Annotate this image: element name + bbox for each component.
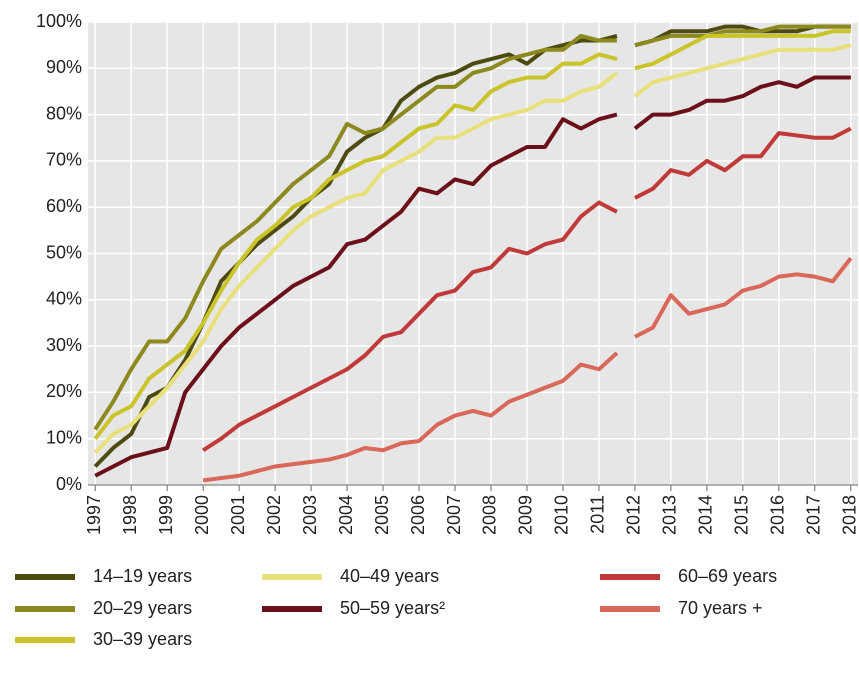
y-tick-label: 90% — [46, 57, 82, 77]
legend-label: 20–29 years — [93, 598, 192, 618]
x-tick-label: 2010 — [552, 495, 572, 535]
x-tick-label: 2007 — [444, 495, 464, 535]
x-tick-label: 2005 — [372, 495, 392, 535]
x-tick-label: 2012 — [624, 495, 644, 535]
legend-label: 50–59 years² — [340, 598, 445, 618]
y-tick-label: 80% — [46, 103, 82, 123]
y-tick-label: 100% — [36, 11, 82, 31]
x-tick-label: 2014 — [696, 495, 716, 535]
y-tick-label: 20% — [46, 381, 82, 401]
x-tick-label: 2018 — [840, 495, 859, 535]
x-tick-label: 2015 — [732, 495, 752, 535]
series-line — [93, 24, 851, 431]
legend-label: 14–19 years — [93, 566, 192, 586]
x-tick-label: 2013 — [660, 495, 680, 535]
y-tick-label: 30% — [46, 335, 82, 355]
x-tick-label: 2004 — [336, 495, 356, 535]
y-tick-label: 70% — [46, 150, 82, 170]
legend-label: 40–49 years — [340, 566, 439, 586]
x-tick-label: 2001 — [228, 495, 248, 535]
y-tick-label: 60% — [46, 196, 82, 216]
legend-label: 30–39 years — [93, 629, 192, 649]
x-tick-label: 1999 — [156, 495, 176, 535]
series-line — [94, 75, 851, 478]
series-line — [202, 256, 853, 483]
y-tick-label: 40% — [46, 289, 82, 309]
x-tick-label: 2009 — [516, 495, 536, 535]
series-line — [93, 43, 852, 454]
y-tick-label: 0% — [56, 474, 82, 494]
x-tick-label: 1998 — [120, 495, 140, 535]
x-tick-label: 2000 — [192, 495, 212, 535]
series-line — [93, 29, 851, 440]
series-line — [202, 126, 852, 452]
x-tick-label: 2002 — [264, 495, 284, 535]
x-tick-label: 2017 — [804, 495, 824, 535]
x-tick-label: 2003 — [300, 495, 320, 535]
legend-label: 60–69 years — [678, 566, 777, 586]
x-tick-label: 2006 — [408, 495, 428, 535]
legend-label: 70 years + — [678, 598, 763, 618]
x-tick-label: 1997 — [84, 495, 104, 535]
x-tick-label: 2008 — [480, 495, 500, 535]
y-tick-label: 50% — [46, 242, 82, 262]
x-tick-label: 2016 — [768, 495, 788, 535]
y-tick-label: 10% — [46, 427, 82, 447]
x-tick-label: 2011 — [588, 495, 608, 534]
